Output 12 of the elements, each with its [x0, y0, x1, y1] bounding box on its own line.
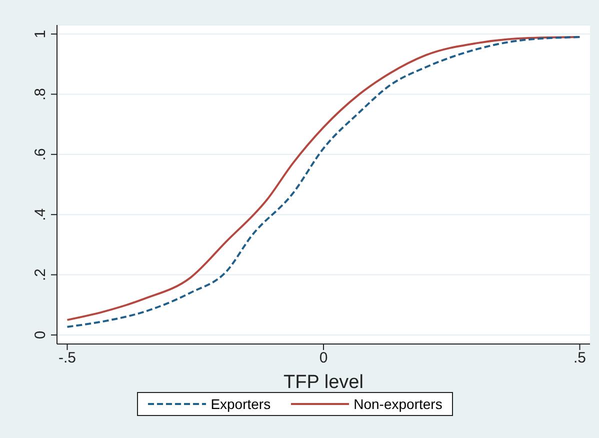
y-tick-label: .6: [32, 148, 49, 161]
y-tick-label: .4: [32, 208, 49, 221]
y-tick-label: 1: [32, 30, 49, 38]
y-tick-label: 0: [32, 330, 49, 340]
legend-label: Non-exporters: [354, 396, 442, 412]
legend-label: Exporters: [210, 396, 271, 412]
x-axis-title: TFP level: [284, 372, 364, 393]
x-tick-label: -.5: [58, 350, 76, 367]
x-tick-label: 0: [319, 350, 328, 367]
y-tick-label: .8: [32, 88, 49, 100]
y-tick-label: .2: [32, 268, 49, 282]
x-tick-label: .5: [573, 350, 586, 367]
